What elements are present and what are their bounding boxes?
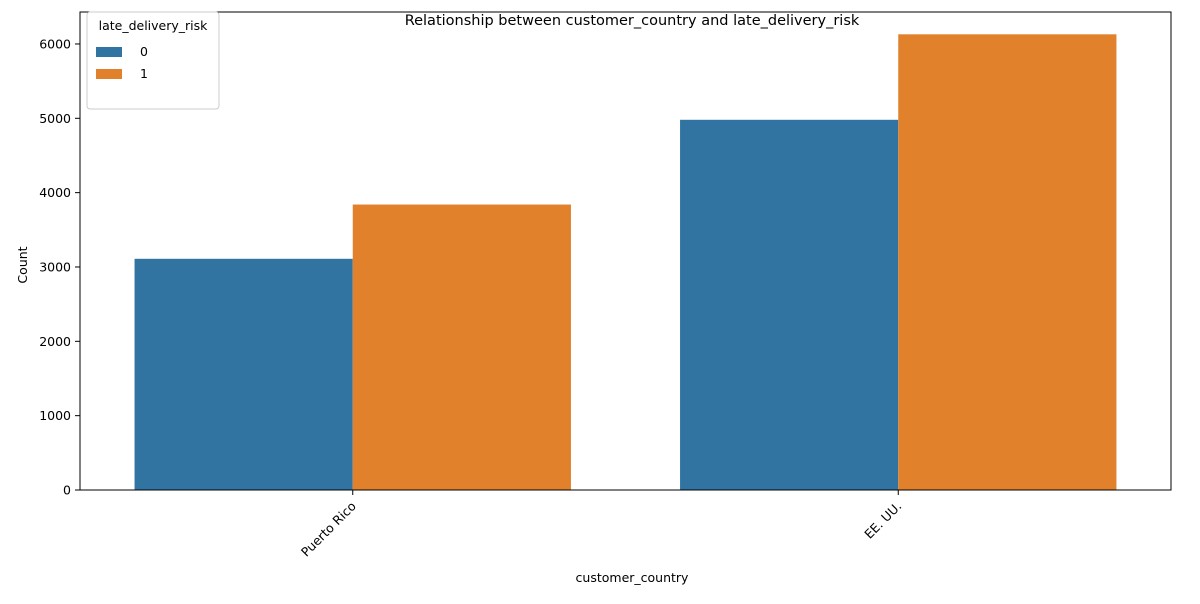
legend-swatch-series-0 [96, 47, 122, 57]
legend-label-series-1: 1 [140, 66, 148, 81]
bar-ee-uu-series-0 [680, 119, 899, 491]
y-axis-label: Count [15, 246, 30, 283]
legend-swatch-series-1 [96, 69, 122, 79]
bar-puerto-rico-series-0 [134, 258, 353, 490]
legend: late_delivery_risk 0 1 [86, 11, 220, 110]
legend-box [86, 11, 220, 110]
x-tick-label: Puerto Rico [298, 499, 359, 560]
y-tick-label: 0 [63, 483, 71, 498]
x-axis: Puerto Rico EE. UU. [298, 490, 904, 560]
chart-title: Relationship between customer_country an… [405, 13, 860, 29]
y-tick-label: 2000 [39, 334, 71, 349]
legend-title: late_delivery_risk [99, 18, 209, 33]
y-tick-label: 3000 [39, 259, 71, 274]
y-tick-label: 1000 [39, 408, 71, 423]
plot-frame [79, 11, 1172, 491]
y-axis: 0 1000 2000 3000 4000 5000 6000 [39, 36, 80, 498]
legend-label-series-0: 0 [140, 44, 148, 59]
y-tick-label: 4000 [39, 185, 71, 200]
bar-ee-uu-series-1 [898, 34, 1117, 491]
y-tick-label: 6000 [39, 36, 71, 51]
bars-group [134, 34, 1117, 491]
y-tick-label: 5000 [39, 111, 71, 126]
x-tick-label: EE. UU. [861, 499, 904, 542]
x-axis-label: customer_country [576, 570, 690, 585]
bar-puerto-rico-series-1 [352, 204, 571, 491]
